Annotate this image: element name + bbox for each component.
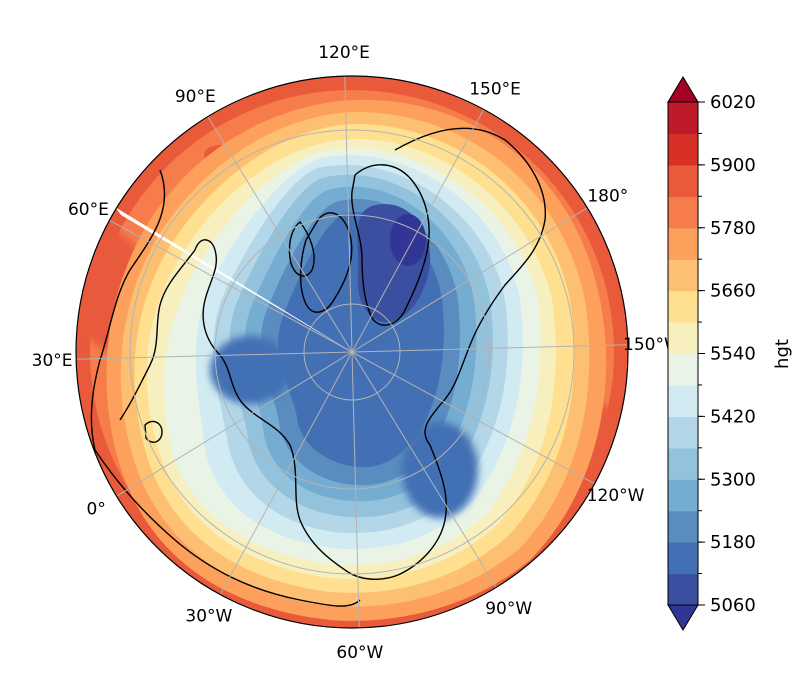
latitude-circle-60 xyxy=(214,214,490,490)
alaska-coastline xyxy=(424,344,471,446)
longitude-label: 90°W xyxy=(485,599,532,619)
meridian-line xyxy=(219,351,353,595)
colorbar-segment xyxy=(668,479,698,512)
colorbar-label: hgt xyxy=(772,339,793,369)
longitude-label: 30°E xyxy=(32,351,73,371)
colorbar-segment xyxy=(668,290,698,323)
meridian-line xyxy=(109,219,353,353)
colorbar-tick-label: 5780 xyxy=(710,218,756,239)
colorbar-segment xyxy=(668,384,698,417)
meridian-line xyxy=(351,109,485,353)
meridian-line xyxy=(351,351,497,588)
colorbar-tick-label: 5900 xyxy=(710,155,756,176)
colorbar-ticks: 5060 5180 5300 5420 5540 5660 5780 5900 6020 xyxy=(698,92,756,616)
colorbar-tick-label: 5060 xyxy=(710,595,756,616)
longitude-label: 90°E xyxy=(175,87,216,107)
meridian-line xyxy=(207,116,353,353)
north-america-coastline xyxy=(394,127,546,346)
longitude-label: 120°E xyxy=(318,43,370,63)
meridian-line xyxy=(351,344,628,353)
colorbar-tick-label: 5660 xyxy=(710,281,756,302)
colorbar-segment xyxy=(668,227,698,260)
latitude-circle-40 xyxy=(129,129,575,575)
greenland-coastline xyxy=(299,212,353,313)
hudson-bay-coastline xyxy=(288,221,315,277)
colorbar-segment xyxy=(668,573,698,606)
colorbar-segment xyxy=(668,196,698,229)
latitude-circle-80 xyxy=(303,303,401,401)
coastlines xyxy=(90,127,546,607)
meridian-line xyxy=(351,351,360,628)
colorbar-over-arrow xyxy=(667,76,699,103)
height-field xyxy=(76,76,628,628)
colorbar-segment xyxy=(668,259,698,292)
siberia-coastline xyxy=(347,444,447,580)
canadian-archipelago-coastline xyxy=(351,164,430,326)
colorbar-segment xyxy=(668,353,698,386)
colorbar-tick-label: 6020 xyxy=(710,92,756,113)
meridian-line xyxy=(116,351,353,497)
colorbar: 5060 5180 5300 5420 5540 5660 5780 5900 6020 hgt xyxy=(667,76,793,631)
longitude-labels: 0° 30°E 60°E 90°E 120°E 150°E 180° 150°W 120°W 90… xyxy=(32,43,681,663)
scandinavia-coastline xyxy=(194,239,221,356)
caspian-sea-coastline xyxy=(144,420,163,443)
gridlines xyxy=(76,76,628,628)
africa-coastline xyxy=(90,169,166,451)
longitude-label: 60°W xyxy=(336,643,383,663)
colorbar-under-arrow xyxy=(667,604,699,631)
colorbar-segment xyxy=(668,102,698,135)
longitude-label: 0° xyxy=(87,500,106,520)
meridian-line xyxy=(344,76,353,353)
colorbar-segment xyxy=(668,510,698,543)
colorbar-segment xyxy=(668,416,698,449)
asia-south-coastline xyxy=(94,449,361,607)
meridian-line xyxy=(351,351,595,485)
europe-coastline xyxy=(119,249,196,421)
map-frame xyxy=(75,75,629,629)
colorbar-segment xyxy=(668,542,698,575)
longitude-label: 30°W xyxy=(185,607,232,627)
colorbar-segment xyxy=(668,447,698,480)
longitude-label: 150°E xyxy=(469,79,521,99)
colorbar-tick-label: 5300 xyxy=(710,469,756,490)
colorbar-tick-label: 5540 xyxy=(710,344,756,365)
colorbar-tick-label: 5180 xyxy=(710,532,756,553)
colorbar-segments xyxy=(668,102,698,606)
meridian-line xyxy=(351,207,588,353)
longitude-label: 180° xyxy=(587,186,628,206)
longitude-label: 120°W xyxy=(587,486,645,506)
colorbar-segment xyxy=(668,164,698,197)
colorbar-segment xyxy=(668,133,698,166)
longitude-label: 150°W xyxy=(623,335,681,355)
eurasia-north-coastline xyxy=(219,354,349,573)
colorbar-tick-label: 5420 xyxy=(710,406,756,427)
colorbar-segment xyxy=(668,322,698,355)
longitude-label: 60°E xyxy=(68,200,109,220)
meridian-line xyxy=(76,351,353,360)
